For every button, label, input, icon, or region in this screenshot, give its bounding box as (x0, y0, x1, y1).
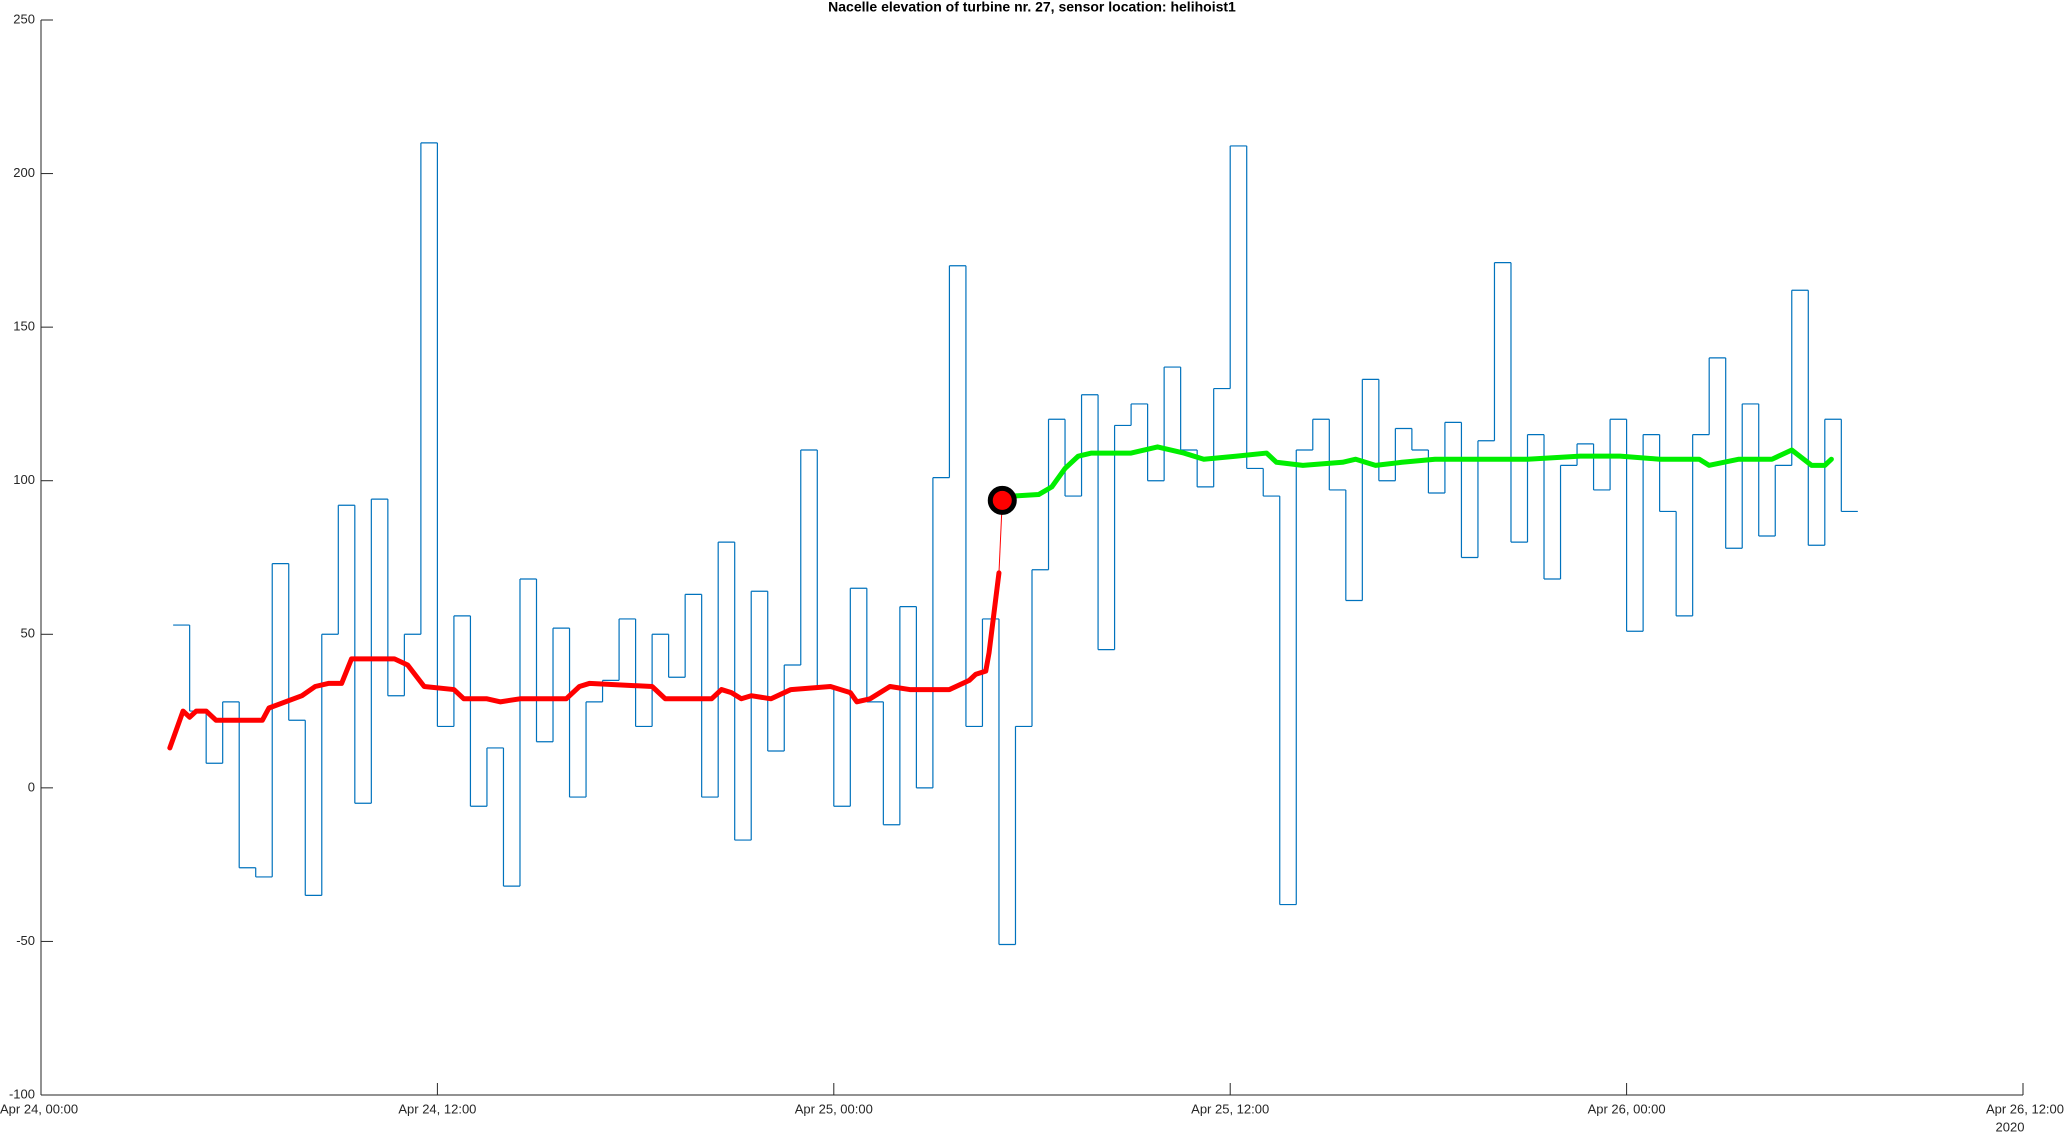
y-tick-label: 200 (13, 165, 35, 180)
smoothed-line (1009, 444, 1834, 499)
y-tick-label: -100 (9, 1086, 35, 1101)
x-tick-label: Apr 24, 12:00 (398, 1101, 476, 1116)
x-tick-label: Apr 24, 00:00 (0, 1101, 78, 1116)
y-tick-label: 250 (13, 11, 35, 26)
x-tick-label: Apr 25, 00:00 (795, 1101, 873, 1116)
y-tick-label: 0 (28, 779, 35, 794)
y-tick-label: -50 (16, 933, 35, 948)
y-tick-label: 150 (13, 319, 35, 334)
year-annotation: 2020 (1996, 1119, 2025, 1134)
x-tick-label: Apr 26, 00:00 (1588, 1101, 1666, 1116)
y-tick-label: 100 (13, 472, 35, 487)
smoothed-line (167, 570, 1002, 751)
y-tick-label: 50 (21, 626, 35, 641)
transition-marker (987, 485, 1017, 515)
x-tick-label: Apr 26, 12:00 (1986, 1101, 2064, 1116)
x-tick-label: Apr 25, 12:00 (1191, 1101, 1269, 1116)
chart-title: Nacelle elevation of turbine nr. 27, sen… (828, 0, 1236, 15)
